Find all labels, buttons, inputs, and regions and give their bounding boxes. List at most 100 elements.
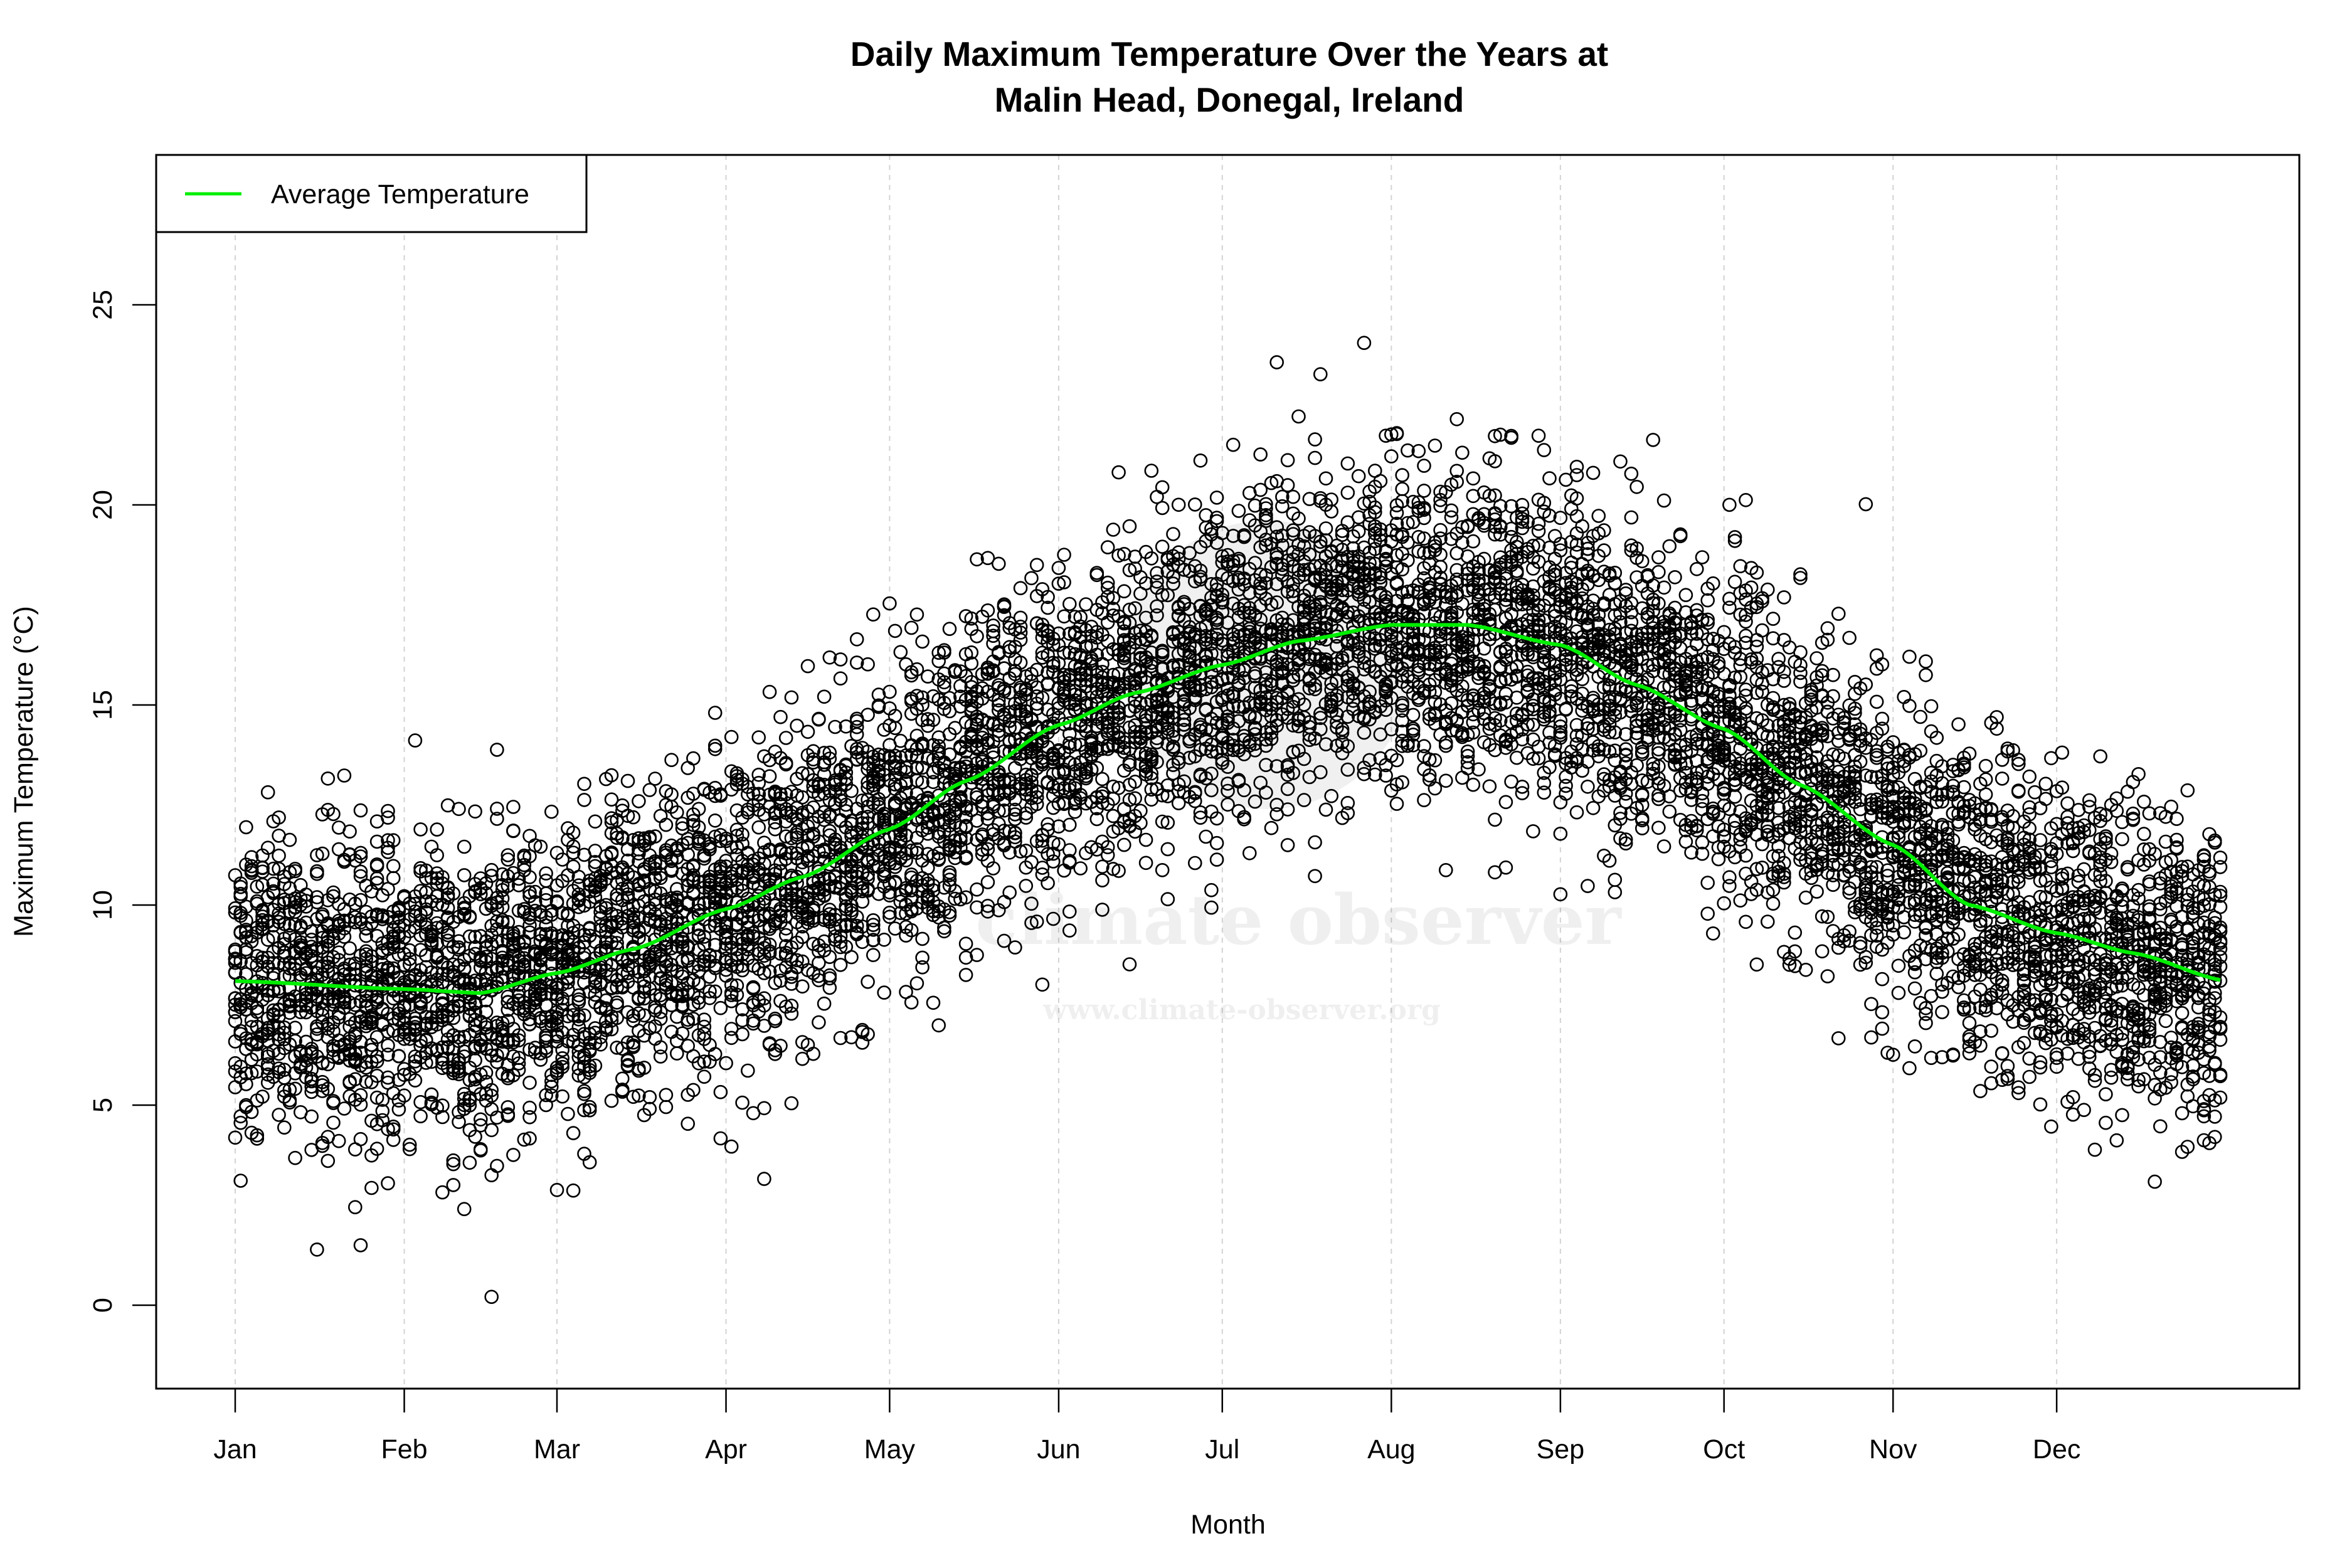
data-point bbox=[577, 1084, 591, 1098]
data-point bbox=[681, 761, 695, 775]
data-point bbox=[386, 833, 401, 847]
data-point bbox=[522, 849, 537, 864]
data-point bbox=[337, 768, 352, 783]
data-point bbox=[337, 1101, 352, 1116]
data-point bbox=[228, 942, 243, 957]
data-point bbox=[904, 620, 919, 635]
data-point bbox=[484, 869, 499, 883]
data-point bbox=[501, 1100, 516, 1115]
data-point bbox=[484, 1123, 499, 1138]
data-point bbox=[331, 1133, 346, 1148]
data-point bbox=[866, 607, 881, 622]
data-point bbox=[1188, 497, 1202, 512]
data-point bbox=[1122, 519, 1137, 534]
data-point bbox=[1029, 558, 1044, 573]
data-point bbox=[1117, 584, 1131, 599]
data-point bbox=[915, 634, 930, 649]
data-point bbox=[577, 1086, 591, 1101]
data-point bbox=[1226, 437, 1241, 452]
data-point bbox=[1439, 863, 1453, 877]
data-point bbox=[452, 1067, 466, 1081]
data-point bbox=[757, 1101, 771, 1116]
data-point bbox=[686, 751, 701, 766]
data-point bbox=[353, 845, 368, 861]
data-point bbox=[435, 1098, 450, 1113]
data-point bbox=[452, 1060, 466, 1075]
data-points bbox=[228, 336, 2228, 1304]
data-point bbox=[326, 807, 341, 822]
data-point bbox=[413, 1109, 428, 1123]
data-point bbox=[1417, 458, 1431, 473]
data-point bbox=[566, 1183, 581, 1198]
data-point bbox=[773, 709, 788, 724]
data-point bbox=[369, 1142, 384, 1156]
data-point bbox=[364, 1010, 379, 1025]
data-point bbox=[822, 980, 837, 995]
chart-title-line2: Malin Head, Donegal, Ireland bbox=[995, 80, 1465, 119]
data-point bbox=[1138, 832, 1153, 847]
data-point bbox=[320, 771, 336, 786]
data-point bbox=[501, 914, 516, 930]
data-point bbox=[522, 870, 537, 884]
data-point bbox=[659, 1099, 674, 1115]
data-point bbox=[697, 1069, 712, 1084]
data-point bbox=[877, 985, 891, 1000]
data-point bbox=[288, 1020, 302, 1035]
data-point bbox=[440, 1040, 455, 1054]
data-point bbox=[244, 1104, 259, 1120]
data-point bbox=[337, 995, 352, 1010]
data-point bbox=[1209, 490, 1224, 505]
data-point bbox=[1449, 411, 1464, 426]
data-point bbox=[1013, 610, 1028, 625]
data-point bbox=[1318, 521, 1333, 536]
data-point bbox=[310, 848, 324, 862]
data-point bbox=[1340, 456, 1355, 471]
data-point bbox=[452, 802, 466, 817]
data-point bbox=[250, 1128, 265, 1143]
data-point bbox=[228, 1130, 243, 1145]
data-point bbox=[506, 1148, 521, 1162]
data-point bbox=[369, 1030, 384, 1044]
data-point bbox=[468, 804, 482, 819]
data-point bbox=[255, 1089, 270, 1104]
data-point bbox=[1171, 497, 1186, 512]
data-point bbox=[239, 1077, 253, 1091]
data-point bbox=[457, 868, 472, 882]
data-point bbox=[735, 1095, 750, 1110]
data-point bbox=[1111, 465, 1126, 480]
data-point bbox=[386, 1133, 401, 1147]
data-point bbox=[1280, 838, 1295, 852]
data-point bbox=[260, 785, 275, 800]
data-point bbox=[1318, 471, 1333, 486]
data-point bbox=[369, 857, 384, 872]
data-point bbox=[288, 1081, 302, 1096]
data-point bbox=[446, 1178, 461, 1192]
data-point bbox=[260, 840, 275, 855]
data-point bbox=[397, 1088, 411, 1103]
data-point bbox=[413, 822, 428, 837]
data-point bbox=[904, 995, 919, 1010]
data-point bbox=[707, 813, 723, 828]
data-point bbox=[369, 834, 384, 849]
data-point bbox=[501, 852, 516, 867]
data-point bbox=[402, 1137, 417, 1152]
data-point bbox=[468, 1130, 482, 1144]
data-point bbox=[244, 1066, 259, 1081]
data-point bbox=[304, 1109, 319, 1124]
data-point bbox=[833, 958, 848, 972]
data-point bbox=[391, 1102, 406, 1117]
data-point bbox=[517, 848, 532, 863]
data-point bbox=[511, 878, 526, 893]
data-point bbox=[435, 1185, 450, 1200]
data-point bbox=[1291, 409, 1306, 424]
data-point bbox=[353, 1097, 368, 1112]
data-point bbox=[250, 1004, 265, 1019]
data-point bbox=[849, 632, 864, 647]
data-point bbox=[958, 936, 973, 951]
data-point bbox=[266, 956, 281, 970]
data-point bbox=[1351, 469, 1366, 484]
data-point bbox=[310, 864, 324, 879]
data-point bbox=[620, 773, 635, 788]
data-point bbox=[473, 887, 488, 901]
data-point bbox=[446, 1153, 461, 1168]
